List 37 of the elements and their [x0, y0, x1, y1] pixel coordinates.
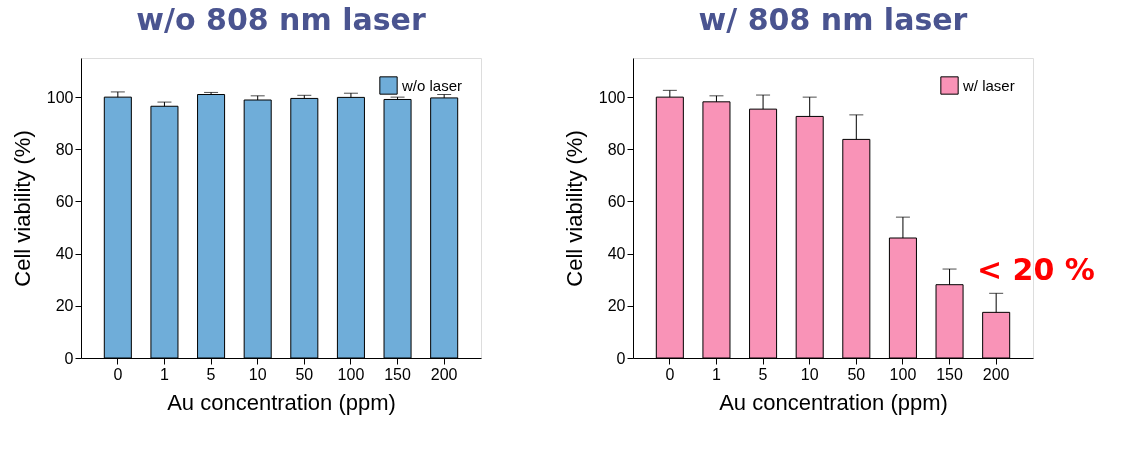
y-tick-label: 40: [607, 245, 626, 263]
y-tick-label: 20: [607, 297, 626, 315]
y-tick-label: 60: [607, 192, 626, 210]
x-tick-label: 5: [758, 365, 768, 383]
x-tick-label: 200: [982, 365, 1010, 383]
x-tick-label: 1: [712, 365, 721, 383]
x-tick-label: 1: [160, 365, 169, 383]
x-tick-label: 0: [113, 365, 123, 383]
y-tick-label: 0: [64, 349, 74, 367]
y-tick-label: 80: [55, 140, 74, 158]
y-tick-label: 100: [598, 88, 626, 106]
y-tick-label: 20: [55, 297, 74, 315]
chart-title: w/o 808 nm laser: [136, 2, 426, 37]
x-axis-title: Au concentration (ppm): [719, 389, 948, 415]
x-tick-label: 150: [384, 365, 411, 383]
chart-title: w/ 808 nm laser: [698, 2, 968, 37]
y-axis-title: Cell viability (%): [561, 130, 587, 287]
y-tick-label: 60: [55, 192, 74, 210]
y-tick-label: 40: [55, 245, 74, 263]
x-tick-label: 0: [665, 365, 675, 383]
x-tick-label: 50: [295, 365, 314, 383]
y-tick-label: 100: [46, 88, 74, 106]
x-tick-label: 10: [248, 365, 267, 383]
y-tick-label: 80: [607, 140, 626, 158]
x-tick-label: 50: [847, 365, 866, 383]
x-tick-label: 200: [430, 365, 458, 383]
legend-label: w/o laser: [401, 76, 463, 94]
x-tick-label: 150: [936, 365, 963, 383]
y-axis-title: Cell viability (%): [9, 130, 35, 287]
x-tick-label: 100: [337, 365, 365, 383]
legend-label: w/ laser: [962, 76, 1015, 94]
annotation: < 20 %: [977, 252, 1095, 287]
x-axis-title: Au concentration (ppm): [167, 389, 396, 415]
y-tick-label: 0: [616, 349, 626, 367]
x-tick-label: 100: [889, 365, 917, 383]
x-tick-label: 5: [206, 365, 216, 383]
x-tick-label: 10: [800, 365, 819, 383]
